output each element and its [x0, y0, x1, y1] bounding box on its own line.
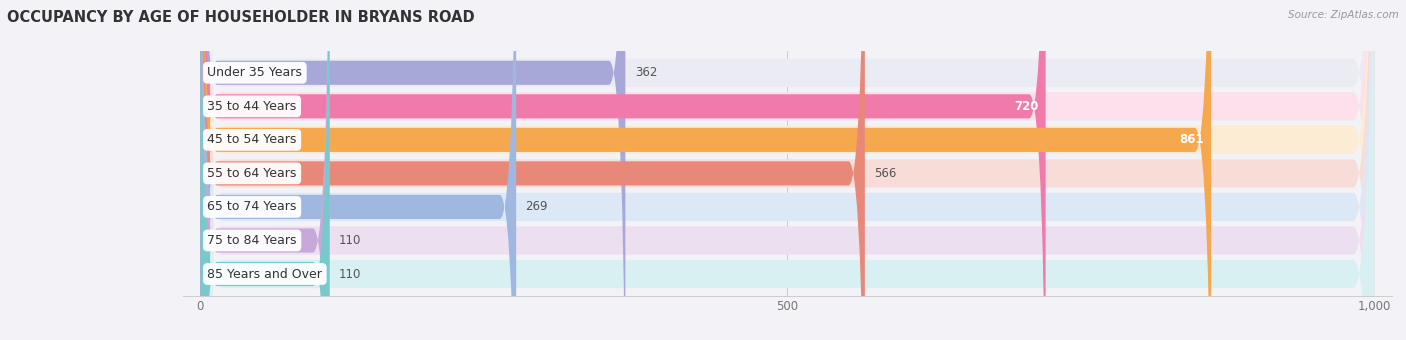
Text: 861: 861: [1180, 133, 1204, 146]
FancyBboxPatch shape: [201, 0, 1374, 340]
Text: 110: 110: [339, 268, 361, 280]
Text: 65 to 74 Years: 65 to 74 Years: [208, 201, 297, 214]
Text: OCCUPANCY BY AGE OF HOUSEHOLDER IN BRYANS ROAD: OCCUPANCY BY AGE OF HOUSEHOLDER IN BRYAN…: [7, 10, 475, 25]
FancyBboxPatch shape: [201, 0, 1374, 340]
Text: 362: 362: [634, 66, 657, 79]
FancyBboxPatch shape: [201, 0, 865, 340]
FancyBboxPatch shape: [201, 0, 1374, 340]
Text: 55 to 64 Years: 55 to 64 Years: [208, 167, 297, 180]
FancyBboxPatch shape: [201, 0, 1374, 340]
Text: 110: 110: [339, 234, 361, 247]
FancyBboxPatch shape: [201, 0, 1374, 340]
FancyBboxPatch shape: [201, 0, 329, 340]
Text: 269: 269: [526, 201, 548, 214]
Text: 45 to 54 Years: 45 to 54 Years: [208, 133, 297, 146]
Text: 35 to 44 Years: 35 to 44 Years: [208, 100, 297, 113]
Text: 720: 720: [1014, 100, 1039, 113]
FancyBboxPatch shape: [201, 0, 516, 340]
Text: 75 to 84 Years: 75 to 84 Years: [208, 234, 297, 247]
Text: 566: 566: [875, 167, 897, 180]
FancyBboxPatch shape: [201, 0, 1374, 340]
Text: 85 Years and Over: 85 Years and Over: [208, 268, 322, 280]
FancyBboxPatch shape: [201, 0, 1046, 340]
FancyBboxPatch shape: [201, 0, 626, 340]
FancyBboxPatch shape: [201, 0, 1374, 340]
Text: Source: ZipAtlas.com: Source: ZipAtlas.com: [1288, 10, 1399, 20]
Text: Under 35 Years: Under 35 Years: [208, 66, 302, 79]
FancyBboxPatch shape: [201, 0, 329, 340]
FancyBboxPatch shape: [201, 0, 1211, 340]
